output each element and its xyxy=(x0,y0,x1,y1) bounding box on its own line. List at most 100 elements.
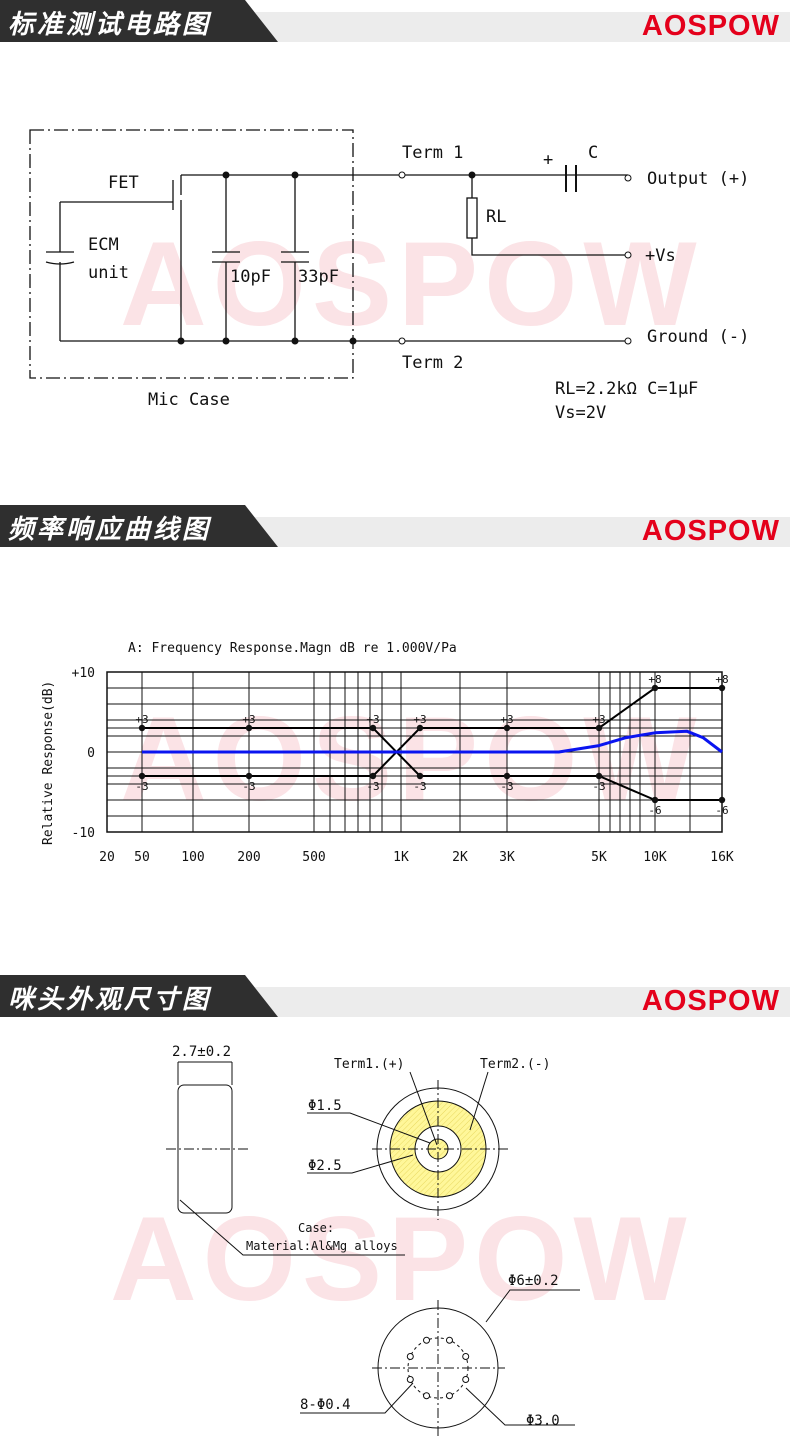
data-label: -6 xyxy=(648,804,661,817)
y-axis-label: Relative Response(dB) xyxy=(41,681,56,845)
ground-label: Ground (-) xyxy=(647,327,749,347)
data-label: +3 xyxy=(242,713,255,726)
data-label: -6 xyxy=(715,804,728,817)
spec-vs: Vs=2V xyxy=(555,403,606,423)
term2-label: Term 2 xyxy=(402,353,463,373)
watermark: AOSPOW xyxy=(120,692,703,826)
data-label: +3 xyxy=(500,713,513,726)
section-title: 频率响应曲线图 xyxy=(8,515,212,545)
hole-icon xyxy=(462,1353,470,1361)
dimension-drawing: 2.7±0.2 Term1.(+) Term2.(-) Φ1.5 Φ2.5 Ca… xyxy=(166,1044,580,1436)
cap-c-label: C xyxy=(588,143,598,163)
y-tick-label: 0 xyxy=(87,746,95,761)
mounting-holes xyxy=(406,1336,470,1400)
x-tick-label: 500 xyxy=(302,850,325,865)
hole-icon xyxy=(423,1336,431,1344)
brand-logo: AOSPOW xyxy=(641,985,780,1017)
mic-case-outline xyxy=(29,129,354,379)
resistor-rl xyxy=(466,197,478,239)
ecm-label: ECM xyxy=(88,235,119,255)
cap-plus-label: + xyxy=(543,150,553,170)
tolerance-point xyxy=(369,724,377,732)
watermark: AOSPOW xyxy=(110,1192,693,1326)
rl-label: RL xyxy=(486,207,506,227)
data-label: -3 xyxy=(366,780,379,793)
inner-diameter: Φ1.5 xyxy=(308,1098,342,1114)
tolerance-point xyxy=(651,684,659,692)
chart-title: A: Frequency Response.Magn dB re 1.000V/… xyxy=(128,641,457,656)
watermark: AOSPOW xyxy=(120,217,703,351)
thickness-dimension: 2.7±0.2 xyxy=(172,1044,231,1060)
side-view xyxy=(177,1084,233,1214)
material-label: Material:Al&Mg alloys xyxy=(246,1239,398,1253)
x-tick-label: 200 xyxy=(237,850,260,865)
hole-icon xyxy=(406,1353,414,1361)
response-curve xyxy=(142,729,723,754)
cap-10pf-label: 10pF xyxy=(230,267,271,287)
brand-logo: AOSPOW xyxy=(641,515,780,547)
unit-label: unit xyxy=(88,263,129,283)
x-tick-label: 10K xyxy=(643,850,667,865)
term1-label: Term1.(+) xyxy=(334,1057,404,1072)
hole-icon xyxy=(445,1336,453,1344)
y-tick-label: -10 xyxy=(72,826,95,841)
x-tick-label: 5K xyxy=(591,850,607,865)
data-label: +3 xyxy=(413,713,426,726)
data-label: -3 xyxy=(413,780,426,793)
tolerance-point xyxy=(138,772,146,780)
frequency-response-chart: A: Frequency Response.Magn dB re 1.000V/… xyxy=(41,641,734,865)
brand-logo: AOSPOW xyxy=(641,10,780,42)
data-label: +3 xyxy=(592,713,605,726)
x-tick-label: 100 xyxy=(181,850,204,865)
mic-case-label: Mic Case xyxy=(148,390,230,410)
tolerance-point xyxy=(138,724,146,732)
x-tick-label: 16K xyxy=(710,850,734,865)
case-label: Case: xyxy=(298,1221,334,1235)
x-tick-label: 1K xyxy=(393,850,409,865)
hole-icon xyxy=(462,1375,470,1383)
tolerance-point xyxy=(651,796,659,804)
spec-rl-c: RL=2.2kΩ C=1μF xyxy=(555,379,698,399)
tolerance-point xyxy=(245,772,253,780)
test-circuit-diagram: FET ECM unit 10pF 33pF Mic Case Term 1 T… xyxy=(29,129,749,423)
hole-icon xyxy=(423,1392,431,1400)
section-header-circuit: 标准测试电路图 AOSPOW xyxy=(0,0,790,44)
data-label: -3 xyxy=(592,780,605,793)
section-header-frequency: 频率响应曲线图 AOSPOW xyxy=(0,505,790,549)
outer-diameter: Φ6±0.2 xyxy=(508,1273,559,1289)
hole-icon xyxy=(445,1392,453,1400)
hole-circle-diameter: Φ3.0 xyxy=(526,1413,560,1429)
term1-label: Term 1 xyxy=(402,143,463,163)
tolerance-line xyxy=(142,687,722,777)
tolerance-point xyxy=(718,684,726,692)
data-label: +8 xyxy=(715,673,728,686)
hole-icon xyxy=(406,1375,414,1383)
x-tick-label: 20 xyxy=(99,850,115,865)
chart-grid: +10 0 -10 20 50 100 200 500 1K 2K 3K 5K 10K 16K xyxy=(72,666,734,865)
tolerance-point xyxy=(595,772,603,780)
tolerance-point xyxy=(245,724,253,732)
tolerance-point xyxy=(369,772,377,780)
tolerance-point xyxy=(595,724,603,732)
data-label: -3 xyxy=(500,780,513,793)
section-header-dimensions: 咪头外观尺寸图 AOSPOW xyxy=(0,975,790,1019)
cap-33pf-label: 33pF xyxy=(298,267,339,287)
data-label: -3 xyxy=(135,780,148,793)
y-tick-label: +10 xyxy=(72,666,95,681)
tolerance-point xyxy=(503,772,511,780)
data-label: +8 xyxy=(648,673,661,686)
output-label: Output (+) xyxy=(647,169,749,189)
middle-diameter: Φ2.5 xyxy=(308,1158,342,1174)
tolerance-point xyxy=(416,772,424,780)
vs-label: +Vs xyxy=(645,246,676,266)
x-tick-label: 2K xyxy=(452,850,468,865)
holes-spec: 8-Φ0.4 xyxy=(300,1397,351,1413)
data-label: +3 xyxy=(366,713,379,726)
tolerance-point xyxy=(503,724,511,732)
section-title: 咪头外观尺寸图 xyxy=(8,985,212,1015)
term2-label: Term2.(-) xyxy=(480,1057,550,1072)
data-label: -3 xyxy=(242,780,255,793)
x-tick-label: 50 xyxy=(134,850,150,865)
x-tick-label: 3K xyxy=(499,850,515,865)
tolerance-point xyxy=(718,796,726,804)
